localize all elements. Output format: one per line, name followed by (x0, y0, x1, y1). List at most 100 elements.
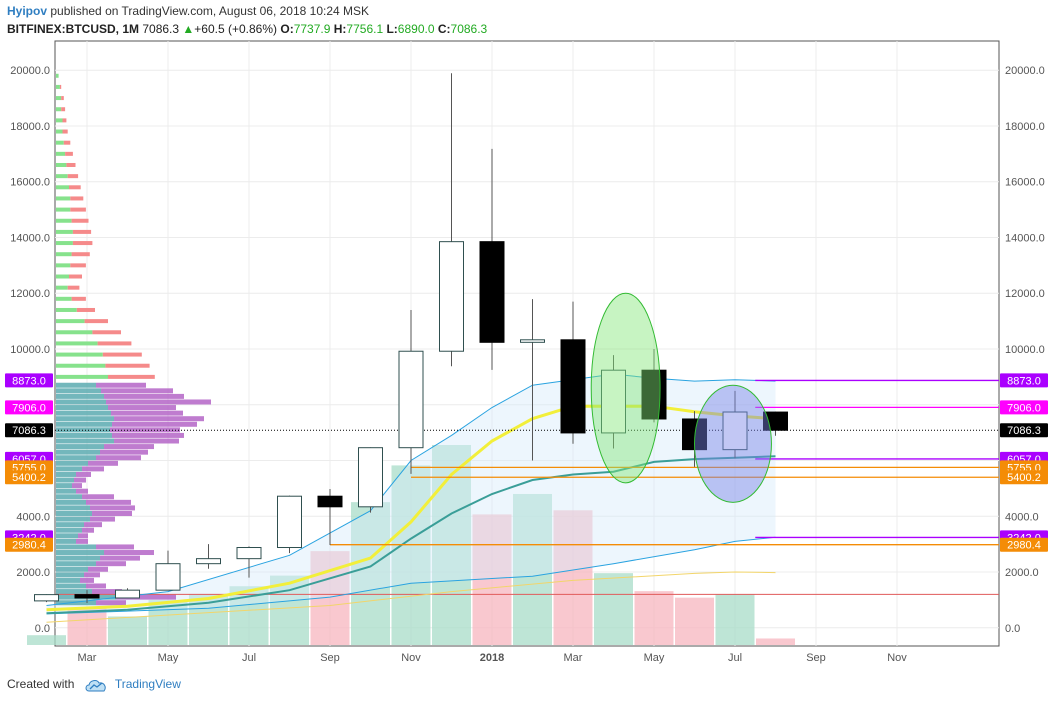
profile-bar-buy (56, 466, 82, 472)
profile-bar-sell (65, 151, 73, 156)
profile-bar-sell (71, 252, 90, 257)
profile-bar-sell (76, 538, 88, 544)
profile-bar-buy (56, 382, 96, 388)
candle (196, 544, 221, 569)
tradingview-link[interactable]: TradingView (114, 677, 181, 691)
y-tick-label-right: 4000.0 (1005, 511, 1039, 523)
profile-bar-sell (90, 516, 115, 522)
profile-bar-sell (106, 399, 211, 405)
volume-bar (594, 573, 633, 645)
level-tag-right (1000, 373, 1048, 388)
profile-bar-sell (80, 577, 94, 583)
profile-bar-sell (114, 438, 179, 444)
profile-bar-sell (78, 533, 88, 539)
profile-bar-buy (56, 185, 69, 190)
change-value: +60.5 (+0.86%) (194, 22, 278, 36)
close-label: C: (437, 22, 451, 36)
symbol-label: BITFINEX:BTCUSD, 1M (7, 22, 139, 36)
profile-bar-buy (56, 229, 73, 234)
profile-bar-sell (96, 544, 134, 550)
volume-bar (513, 493, 552, 645)
profile-bar-buy (56, 538, 76, 544)
candle-body (196, 558, 221, 565)
candle-body (34, 594, 59, 602)
profile-bar-sell (108, 374, 155, 379)
profile-bar-sell (82, 466, 104, 472)
profile-bar-sell (104, 444, 154, 450)
y-tick-label-left: 2000.0 (16, 567, 50, 579)
y-tick-label-right: 0.0 (1005, 623, 1020, 635)
publish-line: Hyipov published on TradingView.com, Aug… (7, 4, 369, 18)
y-tick-label-left: 14000.0 (10, 232, 50, 244)
profile-bar-sell (96, 382, 146, 388)
ohlc-line: BITFINEX:BTCUSD, 1M 7086.3 ▲+60.5 (+0.86… (7, 22, 487, 36)
level-tag-right (1000, 400, 1048, 415)
high-value: 7756.1 (346, 22, 384, 36)
candle (722, 390, 748, 459)
profile-bar-buy (56, 572, 84, 578)
candle (115, 588, 140, 599)
profile-bar-sell (88, 566, 108, 572)
profile-bar-buy (56, 84, 60, 89)
candle-body (398, 350, 424, 449)
profile-bar-sell (69, 185, 81, 190)
change-arrow-icon: ▲ (182, 22, 195, 36)
volume-bar (675, 597, 714, 645)
volume-bar (715, 594, 755, 645)
profile-bar-buy (56, 374, 108, 379)
x-tick-label: Jul (728, 652, 742, 664)
low-value: 6890.0 (397, 22, 435, 36)
profile-bar-sell (88, 460, 118, 466)
profile-bar-buy (56, 516, 90, 522)
x-tick-label: Mar (78, 652, 97, 664)
candle (560, 301, 586, 444)
profile-bar-sell (90, 505, 135, 511)
volume-profile (56, 73, 211, 606)
candle (398, 309, 424, 474)
level-tag-left (5, 537, 53, 552)
profile-bar-buy (56, 296, 72, 301)
open-value: 7737.9 (293, 22, 331, 36)
profile-bar-buy (56, 460, 88, 466)
candle-body (601, 369, 626, 434)
profile-bar-buy (56, 73, 59, 78)
created-with-label: Created with (7, 677, 75, 691)
profile-bar-sell (74, 477, 86, 483)
profile-bar-sell (71, 296, 86, 301)
profile-bar-sell (70, 207, 86, 212)
candle (641, 349, 667, 423)
y-tick-label-left: 10000.0 (10, 344, 50, 356)
profile-bar-buy (56, 550, 104, 556)
volume-bar (108, 616, 147, 645)
profile-bar-sell (86, 583, 106, 589)
x-tick-label: 2018 (480, 652, 504, 664)
candle-body (479, 241, 505, 343)
profile-bar-buy (56, 393, 104, 399)
profile-bar-buy (56, 263, 71, 268)
profile-bar-sell (71, 218, 89, 223)
profile-bar-sell (104, 550, 154, 556)
profile-bar-buy (56, 561, 96, 567)
open-label: O: (280, 22, 294, 36)
profile-bar-buy (56, 207, 71, 212)
band-upper-line (46, 373, 776, 606)
profile-bar-buy (56, 499, 86, 505)
x-tick-label: Nov (887, 652, 907, 664)
profile-bar-sell (96, 455, 141, 461)
profile-bar-sell (76, 471, 91, 477)
profile-bar-sell (112, 432, 184, 438)
y-tick-label-left: 0.0 (35, 623, 50, 635)
y-tick-label-left: 18000.0 (10, 121, 50, 133)
candle-body (520, 339, 545, 343)
profile-bar-sell (67, 285, 80, 290)
profile-bar-buy (56, 416, 114, 422)
profile-bar-buy (56, 162, 67, 167)
level-tag-label: 5400.2 (12, 472, 46, 484)
author-link[interactable]: Hyipov (7, 4, 48, 18)
x-tick-label: May (644, 652, 665, 664)
highlight-ellipse-blue (694, 384, 772, 503)
low-label: L: (386, 22, 398, 36)
candle (74, 590, 100, 603)
profile-bar-buy (56, 363, 106, 368)
